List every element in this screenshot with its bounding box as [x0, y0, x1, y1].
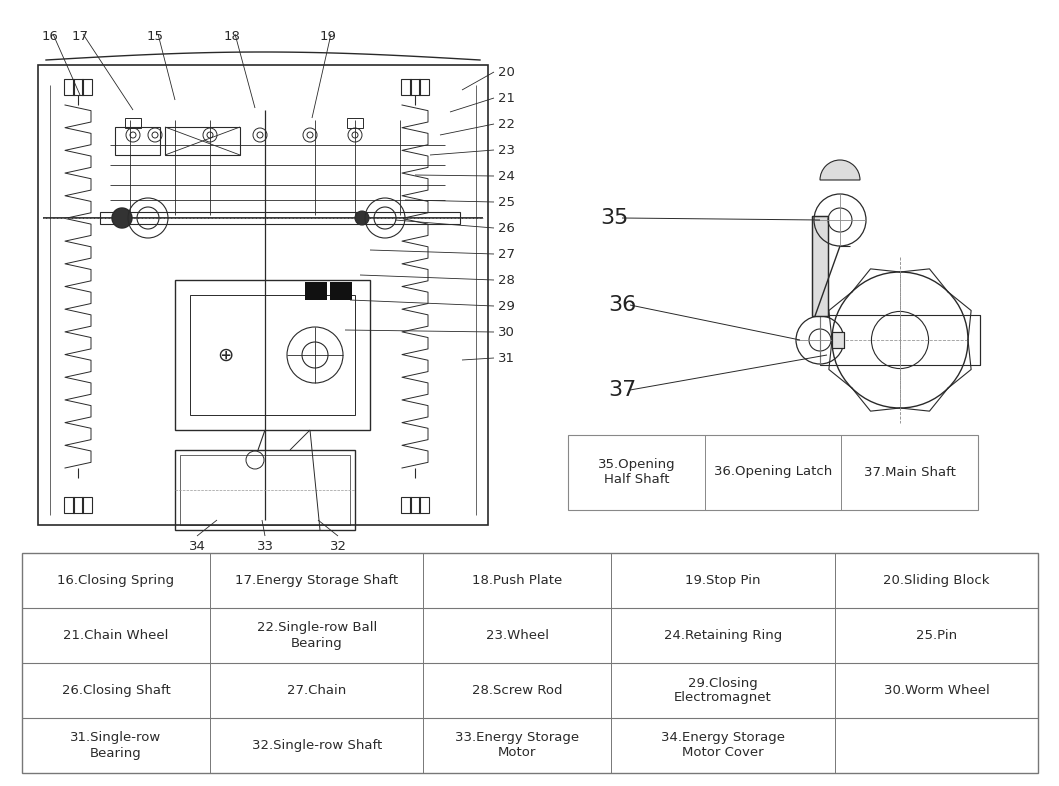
Bar	[64, 497, 74, 513]
Text: 36: 36	[608, 295, 636, 315]
Text: 24.Retaining Ring: 24.Retaining Ring	[664, 629, 783, 642]
Text: 16.Closing Spring: 16.Closing Spring	[57, 574, 175, 587]
Text: 32.Single-row Shaft: 32.Single-row Shaft	[252, 739, 381, 752]
Text: 21.Chain Wheel: 21.Chain Wheel	[64, 629, 168, 642]
Text: 26.Closing Shaft: 26.Closing Shaft	[61, 684, 170, 697]
Bar	[73, 79, 83, 95]
Bar	[175, 450, 355, 530]
Text: 26: 26	[498, 222, 515, 234]
Text: 33.Energy Storage
Motor: 33.Energy Storage Motor	[455, 732, 579, 759]
Text: 27.Chain: 27.Chain	[287, 684, 346, 697]
Bar	[125, 118, 141, 128]
Text: 17: 17	[72, 30, 89, 43]
Text: 29: 29	[498, 299, 515, 313]
Bar	[812, 216, 828, 316]
Circle shape	[112, 208, 132, 228]
Text: 36.Opening Latch: 36.Opening Latch	[714, 465, 832, 479]
Text: 23.Wheel: 23.Wheel	[486, 629, 549, 642]
Text: 20: 20	[498, 65, 515, 79]
Text: 31.Single-row
Bearing: 31.Single-row Bearing	[70, 732, 162, 759]
Text: 33: 33	[256, 540, 273, 553]
Text: 29.Closing
Electromagnet: 29.Closing Electromagnet	[675, 677, 772, 704]
Text: 35.Opening
Half Shaft: 35.Opening Half Shaft	[597, 458, 676, 486]
Bar	[175, 280, 370, 430]
Bar	[165, 127, 240, 155]
Text: 20.Sliding Block: 20.Sliding Block	[883, 574, 990, 587]
Bar	[820, 315, 980, 365]
Bar	[419, 79, 429, 95]
Text: 34: 34	[189, 540, 205, 553]
Text: ⊕: ⊕	[217, 346, 233, 365]
Text: 25.Pin: 25.Pin	[916, 629, 957, 642]
Bar	[410, 79, 420, 95]
Text: 15: 15	[146, 30, 163, 43]
Bar	[832, 332, 844, 348]
Text: 21: 21	[498, 91, 515, 105]
Bar	[330, 282, 352, 300]
Text: 19: 19	[320, 30, 337, 43]
Bar	[568, 435, 979, 510]
Bar	[22, 553, 1038, 773]
Bar	[305, 282, 327, 300]
Text: 18: 18	[223, 30, 240, 43]
Text: 16: 16	[41, 30, 58, 43]
Bar	[401, 497, 411, 513]
Bar	[190, 295, 355, 415]
Bar	[82, 497, 92, 513]
Text: 19.Stop Pin: 19.Stop Pin	[685, 574, 760, 587]
Text: 31: 31	[498, 351, 515, 365]
Text: 22: 22	[498, 117, 515, 130]
Text: 30: 30	[498, 325, 515, 339]
Text: 34.Energy Storage
Motor Cover: 34.Energy Storage Motor Cover	[661, 732, 785, 759]
Text: 24: 24	[498, 170, 515, 182]
Bar	[73, 497, 83, 513]
Text: 27: 27	[498, 248, 515, 260]
Text: 37.Main Shaft: 37.Main Shaft	[864, 465, 955, 479]
Wedge shape	[820, 160, 860, 180]
Bar	[82, 79, 92, 95]
Text: 25: 25	[498, 196, 515, 208]
Text: 28: 28	[498, 274, 515, 287]
Bar	[38, 65, 488, 525]
Bar	[180, 455, 351, 525]
Bar	[115, 127, 160, 155]
Bar	[410, 497, 420, 513]
Text: 18.Push Plate: 18.Push Plate	[472, 574, 562, 587]
Text: 30.Worm Wheel: 30.Worm Wheel	[883, 684, 989, 697]
Text: 22.Single-row Ball
Bearing: 22.Single-row Ball Bearing	[256, 622, 377, 649]
Text: 17.Energy Storage Shaft: 17.Energy Storage Shaft	[235, 574, 398, 587]
Text: 28.Screw Rod: 28.Screw Rod	[472, 684, 562, 697]
Bar	[832, 332, 844, 348]
Bar	[812, 216, 828, 316]
Bar	[100, 212, 460, 224]
Text: 35: 35	[600, 208, 628, 228]
Bar	[419, 497, 429, 513]
Text: 23: 23	[498, 144, 515, 156]
Bar	[401, 79, 411, 95]
Circle shape	[355, 211, 369, 225]
Bar	[64, 79, 74, 95]
Text: 32: 32	[329, 540, 346, 553]
Bar	[347, 118, 363, 128]
Text: 37: 37	[608, 380, 636, 400]
